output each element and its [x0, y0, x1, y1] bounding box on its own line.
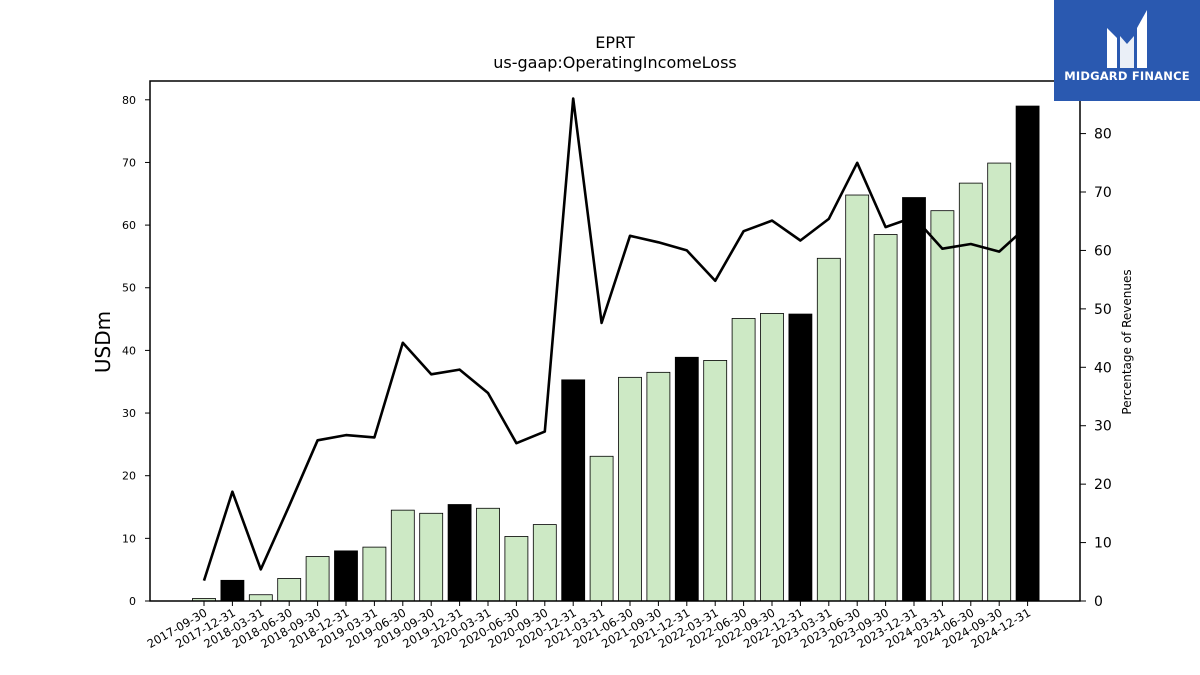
- y-tick-label: 30: [122, 407, 136, 420]
- chart-subtitle: us-gaap:OperatingIncomeLoss: [493, 53, 737, 72]
- bar: [476, 507, 500, 602]
- chart-title: EPRT: [595, 33, 635, 52]
- bar: [760, 313, 784, 602]
- bar: [277, 578, 302, 602]
- bar: [987, 162, 1012, 602]
- bar: [561, 379, 586, 602]
- bar: [305, 556, 330, 602]
- bar: [248, 594, 273, 602]
- y2-tick-label: 60: [1094, 243, 1112, 259]
- y-tick-label: 20: [122, 470, 136, 483]
- bar: [362, 546, 387, 602]
- y2-tick-label: 40: [1094, 360, 1112, 376]
- y2-tick-label: 0: [1094, 594, 1103, 610]
- bar: [390, 509, 415, 602]
- bar: [532, 524, 557, 602]
- y2-tick-label: 50: [1094, 302, 1112, 318]
- y-axis-label: USDm: [91, 311, 115, 373]
- bar: [930, 210, 955, 602]
- bar: [816, 257, 841, 602]
- midgard-logo-icon: [1107, 10, 1147, 68]
- bar: [504, 536, 529, 602]
- y2-axis-label: Percentage of Revenues: [1120, 269, 1134, 414]
- y-tick-label: 0: [129, 595, 136, 608]
- bar: [419, 512, 444, 602]
- bar: [589, 455, 614, 602]
- bar: [674, 356, 699, 602]
- y-tick-label: 40: [122, 344, 136, 357]
- y-tick-label: 80: [122, 94, 136, 107]
- y-tick-label: 50: [122, 282, 136, 295]
- plot-frame: [149, 80, 1081, 602]
- y2-tick-label: 10: [1094, 536, 1112, 552]
- percentage-line: [202, 97, 1029, 581]
- y-tick-label: 70: [122, 156, 136, 169]
- bar: [731, 318, 756, 602]
- y-tick-label: 60: [122, 219, 136, 232]
- bar: [845, 194, 870, 602]
- bar: [334, 550, 358, 602]
- bar: [220, 579, 245, 602]
- y2-tick-label: 70: [1094, 185, 1112, 201]
- y2-tick-label: 80: [1094, 127, 1112, 143]
- y2-tick-label: 20: [1094, 477, 1112, 493]
- bar: [703, 360, 728, 602]
- bar: [646, 371, 671, 602]
- bar: [447, 504, 472, 602]
- bar: [902, 197, 926, 602]
- logo-text: MIDGARD FINANCE: [1064, 69, 1190, 83]
- bar: [873, 234, 898, 602]
- y-tick-label: 10: [122, 532, 136, 545]
- y2-tick-label: 30: [1094, 419, 1112, 435]
- bar: [618, 376, 642, 602]
- bar: [788, 313, 813, 602]
- bar: [1015, 105, 1040, 602]
- midgard-finance-logo: MIDGARD FINANCE: [1054, 0, 1200, 101]
